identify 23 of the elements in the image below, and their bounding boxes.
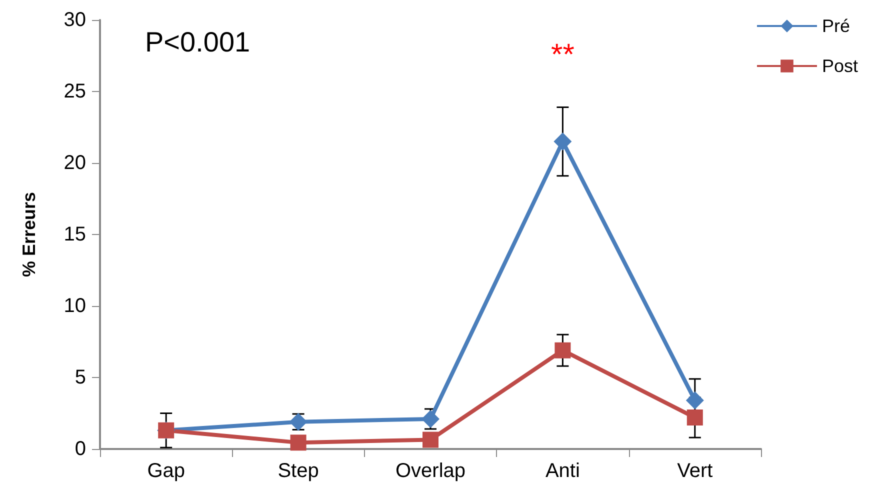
legend-label: Post: [822, 56, 858, 76]
point: [290, 434, 306, 451]
x-tick-label: Anti: [545, 460, 580, 482]
x-tick-label: Overlap: [395, 460, 466, 482]
point: [686, 391, 704, 410]
y-tick-label: 30: [64, 9, 86, 31]
point: [422, 432, 438, 448]
y-tick-label: 0: [74, 438, 86, 460]
x-tick-label: Gap: [147, 460, 186, 482]
x-tick-label: Vert: [677, 460, 714, 482]
annotation: P<0.001: [145, 26, 250, 58]
point: [554, 342, 571, 358]
legend-label: Pré: [822, 16, 850, 36]
y-tick-label: 10: [64, 295, 86, 317]
y-axis-title: % Erreurs: [19, 192, 39, 278]
annotation: **: [551, 38, 575, 72]
y-tick-label: 15: [64, 224, 86, 246]
x-tick-label: Step: [278, 460, 319, 482]
y-tick-label: 5: [74, 366, 86, 388]
y-tick-label: 25: [64, 80, 86, 102]
point: [686, 410, 703, 426]
y-tick-label: 20: [64, 152, 86, 174]
point: [554, 132, 572, 151]
